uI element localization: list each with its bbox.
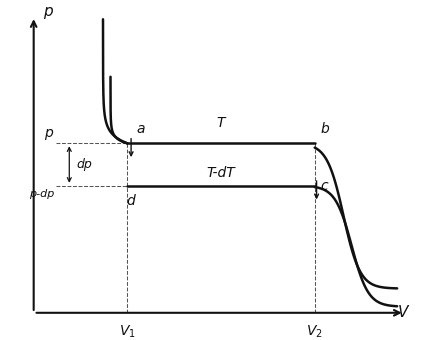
Text: $V_1$: $V_1$: [119, 323, 136, 340]
Text: p: p: [44, 126, 53, 140]
Text: T: T: [217, 116, 225, 130]
Text: c: c: [320, 179, 328, 193]
Text: T-dT: T-dT: [207, 166, 235, 180]
Text: p-dp: p-dp: [29, 189, 54, 199]
Text: d: d: [127, 194, 136, 208]
Text: b: b: [320, 122, 329, 136]
Text: V: V: [398, 305, 408, 320]
Text: a: a: [137, 122, 145, 136]
Text: dp: dp: [77, 158, 93, 171]
Text: $V_2$: $V_2$: [306, 323, 323, 340]
Text: p: p: [43, 4, 53, 19]
